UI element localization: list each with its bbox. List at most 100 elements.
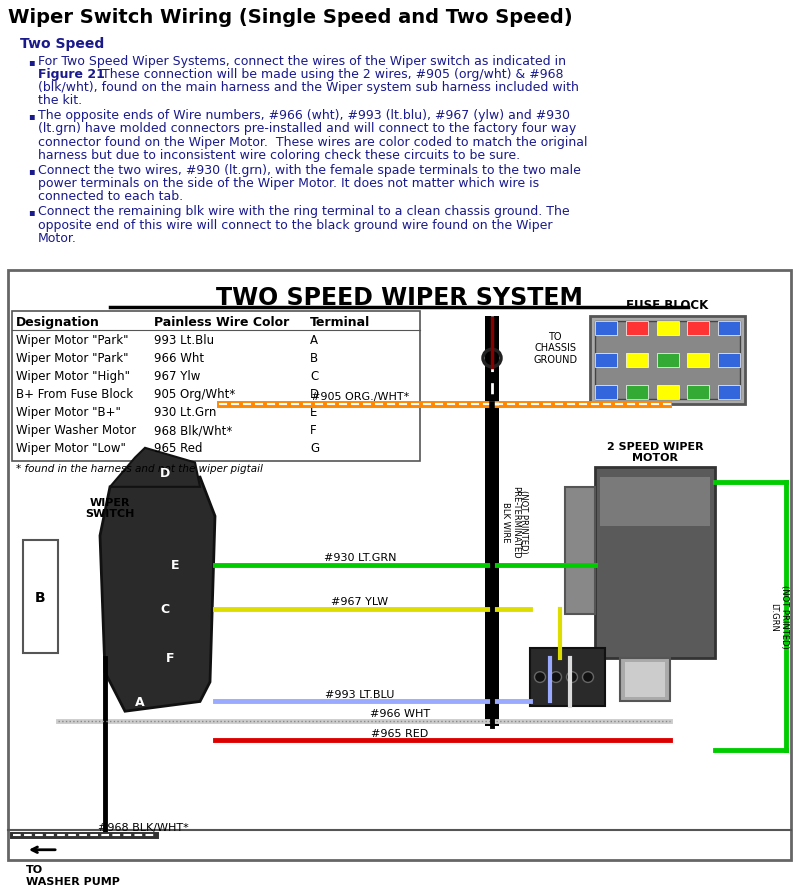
- Bar: [485, 316, 499, 726]
- Text: FUSE BLOCK: FUSE BLOCK: [626, 299, 709, 312]
- Bar: [600, 478, 710, 526]
- Text: 2 SPEED WIPER
MOTOR: 2 SPEED WIPER MOTOR: [606, 441, 703, 462]
- Text: (NOT PRINTED)
LT.GRN: (NOT PRINTED) LT.GRN: [769, 585, 789, 649]
- Text: #930 LT.GRN: #930 LT.GRN: [324, 552, 396, 563]
- Text: ▪: ▪: [28, 207, 34, 217]
- Text: C: C: [161, 602, 169, 616]
- Text: 993 Lt.Blu: 993 Lt.Blu: [154, 334, 214, 346]
- Text: Motor.: Motor.: [38, 231, 77, 245]
- Bar: [687, 322, 710, 335]
- Text: F: F: [310, 424, 316, 437]
- Text: connector found on the Wiper Motor.  These wires are color coded to match the or: connector found on the Wiper Motor. Thes…: [38, 136, 587, 149]
- Circle shape: [551, 672, 562, 683]
- Bar: [8, 271, 791, 859]
- Bar: [12, 312, 420, 462]
- Text: Figure 21: Figure 21: [38, 67, 105, 81]
- Text: A: A: [135, 696, 145, 708]
- Bar: [657, 354, 678, 368]
- Text: connected to each tab.: connected to each tab.: [38, 190, 183, 203]
- Text: Wiper Motor "Park": Wiper Motor "Park": [16, 352, 129, 365]
- Text: B: B: [35, 590, 46, 604]
- Text: the kit.: the kit.: [38, 94, 82, 107]
- Text: 967 Ylw: 967 Ylw: [154, 369, 201, 383]
- Text: Wiper Washer Motor: Wiper Washer Motor: [16, 424, 136, 437]
- Text: (blk/wht), found on the main harness and the Wiper system sub harness included w: (blk/wht), found on the main harness and…: [38, 81, 578, 94]
- Bar: [620, 657, 670, 702]
- Text: TO
WASHER PUMP: TO WASHER PUMP: [26, 865, 120, 886]
- Text: Terminal: Terminal: [310, 315, 370, 329]
- Bar: [626, 322, 648, 335]
- Text: power terminals on the side of the Wiper Motor. It does not matter which wire is: power terminals on the side of the Wiper…: [38, 177, 539, 190]
- Bar: [530, 648, 605, 706]
- Text: #966 WHT: #966 WHT: [370, 708, 430, 719]
- Bar: [626, 386, 648, 400]
- Text: E: E: [171, 559, 179, 571]
- Bar: [687, 386, 710, 400]
- Text: TWO SPEED WIPER SYSTEM: TWO SPEED WIPER SYSTEM: [216, 285, 582, 309]
- Text: 905 Org/Wht*: 905 Org/Wht*: [154, 388, 235, 400]
- Bar: [626, 354, 648, 368]
- Bar: [23, 540, 58, 653]
- Text: Wiper Motor "High": Wiper Motor "High": [16, 369, 130, 383]
- Text: B: B: [310, 352, 318, 365]
- Text: ▪: ▪: [28, 111, 34, 121]
- Text: For Two Speed Wiper Systems, connect the wires of the Wiper switch as indicated : For Two Speed Wiper Systems, connect the…: [38, 55, 566, 67]
- Text: C: C: [310, 369, 318, 383]
- Bar: [590, 316, 745, 404]
- Text: Two Speed: Two Speed: [20, 37, 104, 51]
- Bar: [718, 322, 740, 335]
- Bar: [718, 354, 740, 368]
- Text: ▪: ▪: [28, 166, 34, 175]
- Text: 930 Lt.Grn: 930 Lt.Grn: [154, 406, 217, 419]
- Circle shape: [566, 672, 578, 683]
- Text: 968 Blk/Wht*: 968 Blk/Wht*: [154, 424, 233, 437]
- Text: #993 LT.BLU: #993 LT.BLU: [325, 688, 395, 699]
- Text: The opposite ends of Wire numbers, #966 (wht), #993 (lt.blu), #967 (ylw) and #93: The opposite ends of Wire numbers, #966 …: [38, 109, 570, 122]
- Text: (NOT PRINTED): (NOT PRINTED): [519, 490, 528, 553]
- Text: 966 Wht: 966 Wht: [154, 352, 204, 365]
- Text: (lt.grn) have molded connectors pre-installed and will connect to the factory fo: (lt.grn) have molded connectors pre-inst…: [38, 122, 576, 136]
- Text: 965 Red: 965 Red: [154, 442, 202, 455]
- Text: TO
CHASSIS
GROUND: TO CHASSIS GROUND: [533, 331, 577, 364]
- Text: * found in the harness and not the wiper pigtail: * found in the harness and not the wiper…: [16, 464, 263, 474]
- Bar: [657, 386, 678, 400]
- Text: F: F: [165, 651, 174, 664]
- Bar: [687, 354, 710, 368]
- Text: #967 YLW: #967 YLW: [332, 596, 388, 606]
- Text: Wiper Motor "B+": Wiper Motor "B+": [16, 406, 121, 419]
- Polygon shape: [110, 448, 200, 487]
- Text: #968 BLK/WHT*: #968 BLK/WHT*: [98, 822, 189, 832]
- Text: .  These connection will be made using the 2 wires, #905 (org/wht) & #968: . These connection will be made using th…: [90, 67, 564, 81]
- Text: D: D: [160, 466, 170, 479]
- Text: opposite end of this wire will connect to the black ground wire found on the Wip: opposite end of this wire will connect t…: [38, 218, 552, 231]
- Text: #905 ORG./WHT*: #905 ORG./WHT*: [311, 392, 409, 401]
- Bar: [625, 663, 665, 696]
- Bar: [657, 322, 678, 335]
- Bar: [718, 386, 740, 400]
- Text: WIPER
SWITCH: WIPER SWITCH: [85, 497, 134, 518]
- Text: Connect the remaining blk wire with the ring terminal to a clean chassis ground.: Connect the remaining blk wire with the …: [38, 206, 570, 218]
- Bar: [595, 322, 740, 400]
- Text: A: A: [310, 334, 318, 346]
- Text: G: G: [130, 734, 140, 747]
- Text: Connect the two wires, #930 (lt.grn), with the female spade terminals to the two: Connect the two wires, #930 (lt.grn), wi…: [38, 164, 581, 176]
- Text: Wiper Switch Wiring (Single Speed and Two Speed): Wiper Switch Wiring (Single Speed and Tw…: [8, 8, 573, 27]
- Bar: [595, 354, 617, 368]
- Text: B+ From Fuse Block: B+ From Fuse Block: [16, 388, 133, 400]
- Text: E: E: [310, 406, 317, 419]
- Text: harness but due to inconsistent wire coloring check these circuits to be sure.: harness but due to inconsistent wire col…: [38, 149, 520, 161]
- Text: Designation: Designation: [16, 315, 100, 329]
- Text: PRE-TERMINATED
BLK WIRE: PRE-TERMINATED BLK WIRE: [501, 486, 520, 557]
- Text: Painless Wire Color: Painless Wire Color: [154, 315, 289, 329]
- Bar: [595, 322, 617, 335]
- Bar: [565, 487, 595, 614]
- Bar: [595, 468, 715, 657]
- Polygon shape: [100, 478, 215, 711]
- Text: Wiper Motor "Low": Wiper Motor "Low": [16, 442, 126, 455]
- Bar: [595, 386, 617, 400]
- Text: G: G: [310, 442, 319, 455]
- Text: D: D: [310, 388, 319, 400]
- Text: Wiper Motor "Park": Wiper Motor "Park": [16, 334, 129, 346]
- Text: ▪: ▪: [28, 57, 34, 66]
- Circle shape: [582, 672, 594, 683]
